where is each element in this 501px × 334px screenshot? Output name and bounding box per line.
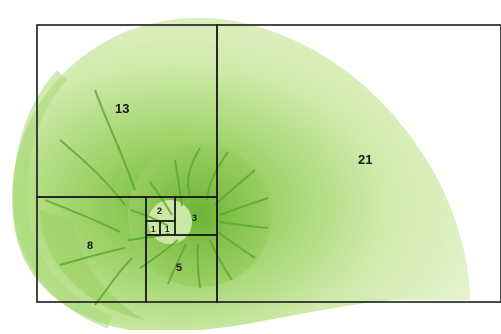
nautilus-shell (12, 17, 470, 331)
shell-center-eye (148, 200, 192, 244)
shell-chamber-septa (44, 89, 269, 306)
fibonacci-grid (36, 24, 501, 303)
label-2: 2 (157, 206, 162, 216)
square-labels: 21 13 8 5 3 2 1 1 (87, 101, 372, 274)
square-1b (159, 220, 176, 236)
label-13: 13 (115, 101, 129, 116)
label-5: 5 (176, 262, 182, 274)
label-1b: 1 (165, 225, 170, 234)
label-21: 21 (358, 152, 372, 167)
shell-lower-lobe (40, 210, 145, 320)
label-8: 8 (87, 240, 93, 252)
label-1a: 1 (151, 225, 156, 234)
label-3: 3 (192, 213, 197, 223)
